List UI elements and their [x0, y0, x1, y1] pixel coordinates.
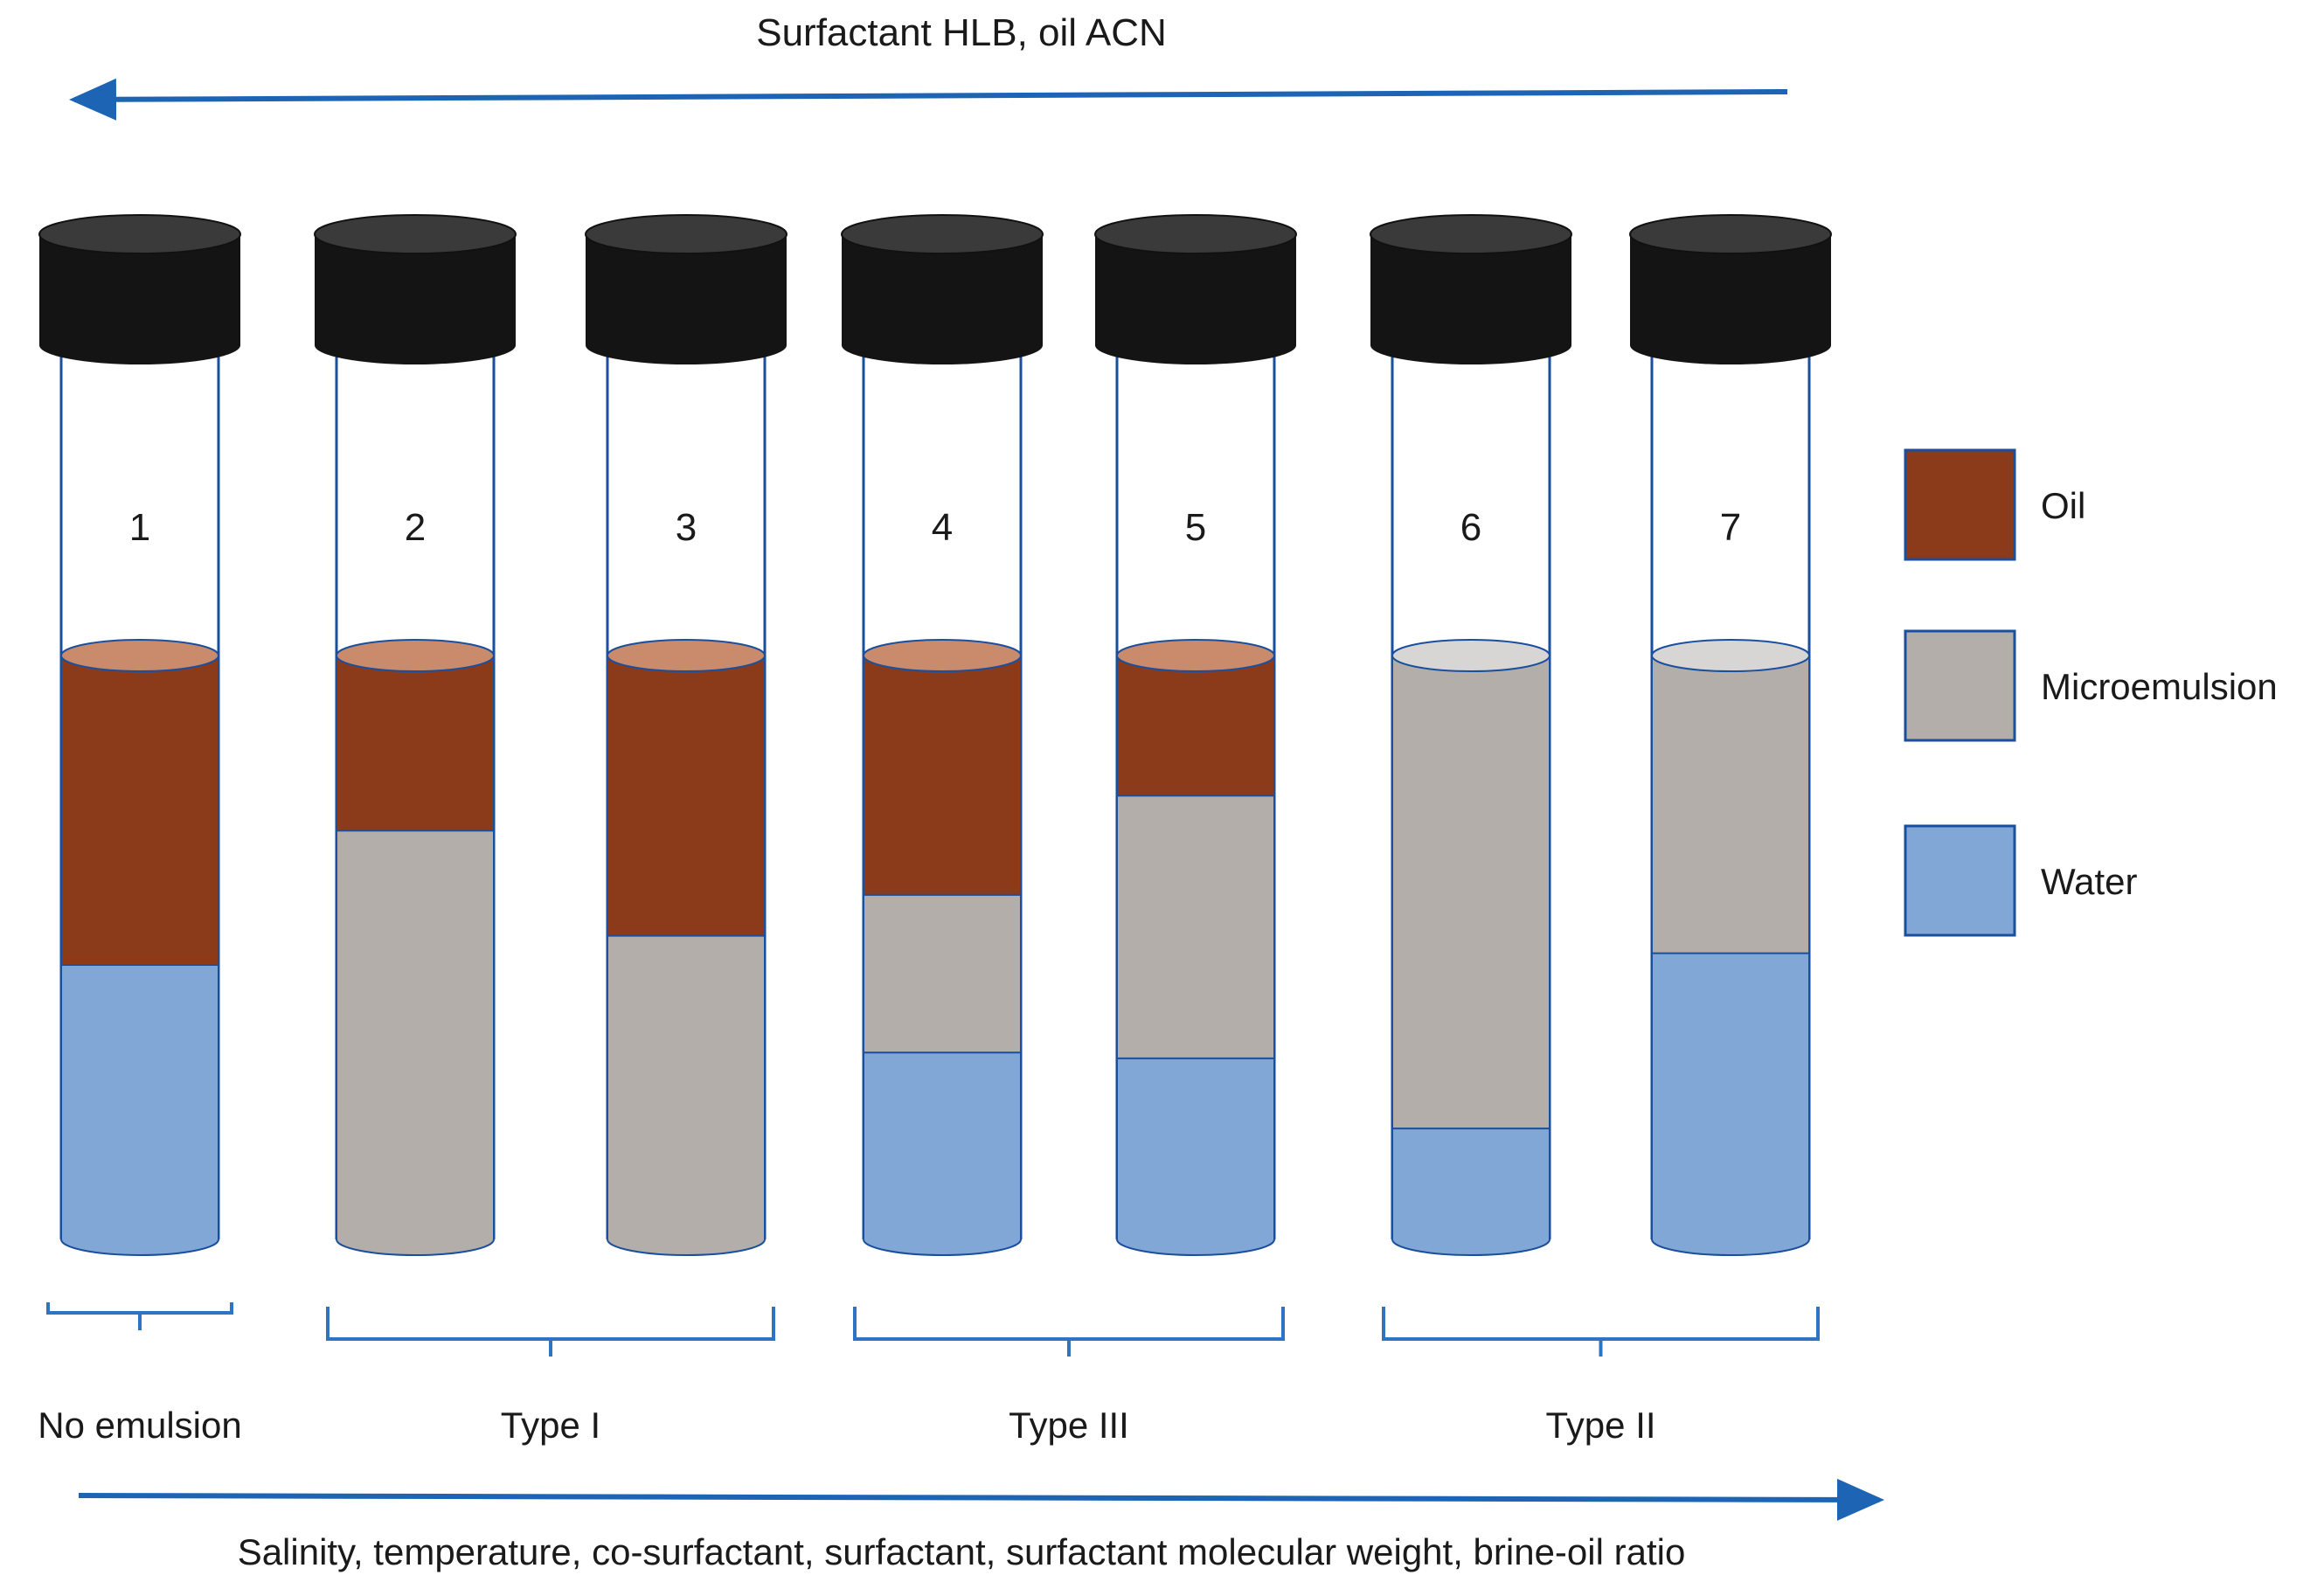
tube-cap: [586, 234, 787, 364]
microemulsion-layer: [1391, 655, 1550, 1146]
tube-cap: [842, 234, 1043, 364]
liquid-surface: [336, 639, 495, 672]
test-tube: 3: [585, 214, 787, 1256]
tube-number: 7: [1720, 506, 1741, 549]
water-layer: [1651, 952, 1810, 1256]
tube-cap-top: [1370, 214, 1572, 254]
bracket-line: [1382, 1307, 1820, 1357]
bracket-line: [853, 1307, 1285, 1357]
oil-layer: [863, 655, 1022, 912]
tube-cap-top: [38, 214, 241, 254]
group-label: Type III: [1009, 1405, 1129, 1446]
group-brackets: No emulsion Type I Type III Type II: [38, 1302, 1820, 1446]
tube-cap-top: [314, 214, 517, 254]
liquid-surface: [60, 639, 219, 672]
test-tube: 1: [38, 214, 241, 1256]
legend: Oil Microemulsion Water: [1904, 448, 2278, 937]
tube-number: 1: [129, 506, 150, 549]
tube-cap: [1095, 234, 1296, 364]
group-bracket: Type I: [326, 1307, 775, 1446]
bottom-arrow-label: Salinity, temperature, co-surfactant, su…: [238, 1531, 1686, 1572]
microemulsion-layer: [1651, 655, 1810, 970]
tube-cap: [315, 234, 516, 364]
tube-number: 3: [676, 506, 697, 549]
tube-cap-top: [585, 214, 787, 254]
oil-layer: [336, 655, 495, 848]
group-bracket: Type II: [1382, 1307, 1820, 1446]
tubes: 1 2 3 4 5 6 7: [38, 214, 1832, 1256]
legend-swatch: [1904, 448, 2016, 561]
microemulsion-layer: [336, 829, 495, 1256]
top-arrow: [69, 78, 1788, 121]
legend-item: Water: [1904, 824, 2137, 937]
microemulsion-layer: [607, 934, 766, 1256]
bottom-arrow: [78, 1478, 1884, 1521]
liquid-surface: [1116, 639, 1275, 672]
oil-layer: [60, 655, 219, 982]
tube-cap-top: [841, 214, 1044, 254]
water-layer: [1391, 1128, 1550, 1256]
water-layer: [60, 964, 219, 1256]
water-layer: [863, 1051, 1022, 1256]
legend-swatch: [1904, 629, 2016, 742]
tube-number: 2: [405, 506, 426, 549]
oil-layer: [1116, 655, 1275, 813]
group-bracket: No emulsion: [38, 1302, 242, 1446]
bracket-line: [46, 1302, 233, 1330]
group-label: No emulsion: [38, 1405, 241, 1446]
tube-cap-top: [1094, 214, 1297, 254]
water-layer: [1116, 1057, 1275, 1256]
test-tube: 2: [314, 214, 517, 1256]
test-tube: 6: [1370, 214, 1572, 1256]
tube-number: 4: [932, 506, 953, 549]
tube-cap: [1630, 234, 1831, 364]
legend-label: Oil: [2041, 485, 2085, 526]
oil-layer: [607, 655, 766, 953]
legend-label: Microemulsion: [2041, 666, 2278, 707]
tube-cap: [1370, 234, 1571, 364]
group-label: Type I: [501, 1405, 600, 1446]
group-bracket: Type III: [853, 1307, 1285, 1446]
liquid-surface: [607, 639, 766, 672]
liquid-surface: [1651, 639, 1810, 672]
tube-number: 5: [1185, 506, 1206, 549]
microemulsion-layer: [1116, 795, 1275, 1075]
top-arrow-label: Surfactant HLB, oil ACN: [756, 11, 1167, 54]
microemulsion-layer: [863, 893, 1022, 1070]
test-tube: 7: [1629, 214, 1832, 1256]
legend-item: Microemulsion: [1904, 629, 2278, 742]
tube-cap-top: [1629, 214, 1832, 254]
liquid-surface: [863, 639, 1022, 672]
test-tube: 4: [841, 214, 1044, 1256]
legend-item: Oil: [1904, 448, 2085, 561]
bracket-line: [326, 1307, 775, 1357]
legend-label: Water: [2041, 861, 2137, 902]
tube-number: 6: [1460, 506, 1481, 549]
liquid-surface: [1391, 639, 1550, 672]
test-tube: 5: [1094, 214, 1297, 1256]
group-label: Type II: [1545, 1405, 1655, 1446]
legend-swatch: [1904, 824, 2016, 937]
tube-cap: [39, 234, 240, 364]
